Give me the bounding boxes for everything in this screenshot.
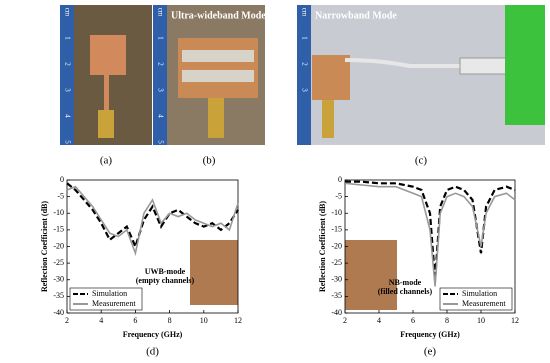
y-tick-label: -35 [53,291,64,300]
legend-label: Simulation [462,289,497,298]
inset-photo [345,240,397,310]
y-tick-label: 0 [338,175,342,184]
series-line [66,182,239,250]
annotation: (empty channels) [136,276,195,285]
ruler-label: 2 [300,62,308,66]
ruler-label: 1 [156,36,164,40]
annotation: UWB-mode [145,267,186,276]
ruler-label: 3 [156,88,164,92]
y-tick-label: 0 [60,175,64,184]
panel-label: (a) [100,155,113,167]
photo-caption: Narrowband Mode [315,10,397,21]
y-tick-label: -20 [53,241,64,250]
x-tick-label: 8 [168,316,172,325]
ruler-label: cm [63,8,71,17]
x-tick-label: 8 [445,316,449,325]
ruler-label: 2 [63,62,71,66]
legend-label: Simulation [92,289,127,298]
syringe [459,57,511,75]
y-tick-label: -30 [331,275,342,284]
y-tick-label: -40 [331,308,342,317]
x-tick-label: 10 [477,316,485,325]
ruler-label: 4 [63,114,71,118]
legend-label: Measurement [92,299,136,308]
board [178,38,258,98]
ruler-label: 4 [156,114,164,118]
series-line [66,185,239,257]
x-axis-label: Frequency (GHz) [400,330,460,339]
y-tick-label: -10 [53,208,64,217]
channel [182,50,254,62]
x-tick-label: 4 [377,316,381,325]
x-tick-label: 4 [99,316,103,325]
ruler [60,5,74,145]
y-tick-label: -25 [53,258,64,267]
ruler-label: 1 [300,36,308,40]
photo-caption: Ultra-wideband Mode [171,10,266,21]
y-tick-label: -10 [331,208,342,217]
y-tick-label: -40 [53,308,64,317]
series-line [344,182,516,287]
y-tick-label: -15 [53,225,64,234]
channel [182,70,254,82]
ruler-label: cm [156,8,164,17]
x-tick-label: 2 [65,316,69,325]
ruler-label: 1 [63,36,71,40]
ruler-label: 2 [156,62,164,66]
connector [98,110,114,138]
ruler [153,5,167,145]
x-axis-label: Frequency (GHz) [123,330,183,339]
annotation: (filled channels) [378,287,433,296]
panel-label: (c) [415,155,428,167]
glove [505,5,545,125]
y-tick-label: -20 [331,241,342,250]
connector [208,98,224,138]
ruler [297,5,311,145]
inset-photo [190,240,238,305]
y-tick-label: -5 [57,191,64,200]
x-tick-label: 10 [200,316,208,325]
panel-label: (d) [146,346,159,358]
board [312,55,350,100]
y-tick-label: -15 [331,225,342,234]
panel-label: (b) [203,155,216,167]
series-line [345,180,516,280]
y-tick-label: -35 [331,291,342,300]
patch [90,35,126,75]
ruler-label: 5 [63,140,71,144]
panel-label: (e) [424,346,437,358]
y-tick-label: -5 [335,191,342,200]
x-tick-label: 6 [133,316,137,325]
y-tick-label: -25 [331,258,342,267]
x-tick-label: 12 [234,316,242,325]
y-axis-label: Reflection Coefficient (dB) [318,201,327,292]
ruler-label: 3 [63,88,71,92]
x-tick-label: 2 [343,316,347,325]
ruler-label: 3 [300,88,308,92]
ruler-label: cm [300,8,308,17]
y-tick-label: -30 [53,275,64,284]
connector [322,100,334,138]
x-tick-label: 12 [511,316,519,325]
tube [344,58,460,68]
annotation: NB-mode [389,278,422,287]
legend-label: Measurement [462,299,506,308]
y-axis-label: Reflection Coefficient (dB) [40,201,49,292]
x-tick-label: 6 [411,316,415,325]
feed [104,75,109,110]
ruler-label: 5 [156,140,164,144]
